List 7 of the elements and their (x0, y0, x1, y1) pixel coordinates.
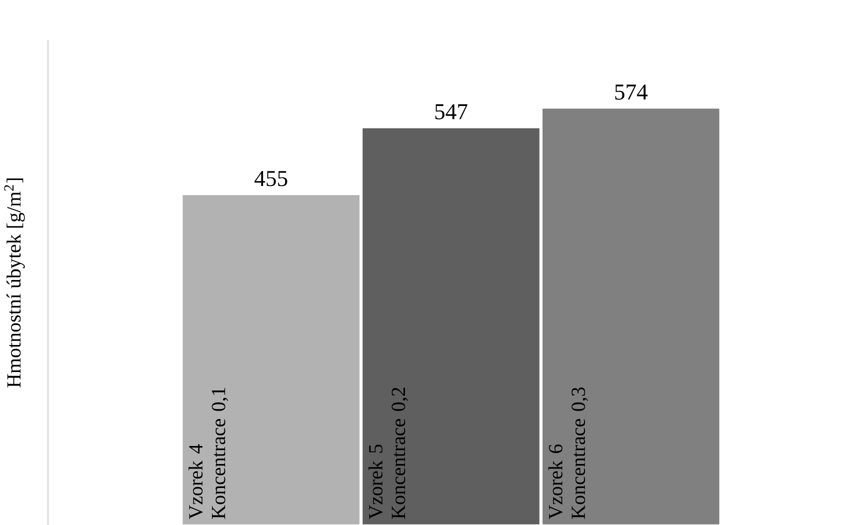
data-label: 574 (615, 84, 648, 100)
x-tick-label: Vzorek 6 Koncentrace 0,3 (548, 387, 588, 520)
x-tick-label: Vzorek 4 Koncentrace 0,1 (188, 388, 228, 520)
data-label: 547 (435, 104, 468, 120)
x-tick-label: Vzorek 5 Koncentrace 0,2 (368, 388, 408, 520)
data-label: 455 (254, 171, 288, 186)
y-axis-title: Hmotnostní úbytek [g/m$^{2}$] (4, 178, 25, 388)
